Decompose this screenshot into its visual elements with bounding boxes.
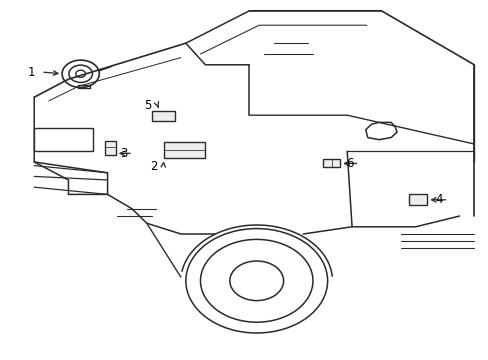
Bar — [151, 111, 175, 121]
Text: 4: 4 — [434, 193, 442, 206]
Text: 3: 3 — [120, 147, 127, 160]
Text: 2: 2 — [150, 160, 157, 173]
Text: 6: 6 — [346, 157, 353, 170]
Text: 1: 1 — [28, 66, 35, 78]
Bar — [408, 194, 427, 205]
Bar — [163, 142, 205, 158]
Bar — [105, 141, 116, 155]
Text: 5: 5 — [144, 99, 151, 112]
Bar — [34, 128, 93, 151]
Bar — [322, 159, 340, 167]
